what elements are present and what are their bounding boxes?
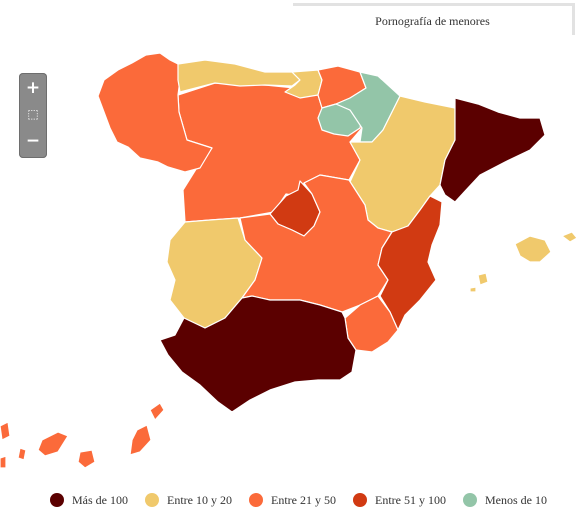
legend-item[interactable]: Menos de 10 — [463, 493, 547, 508]
legend-label: Entre 21 y 50 — [271, 492, 336, 507]
legend-item[interactable]: Entre 10 y 20 — [145, 493, 232, 508]
legend-swatch — [145, 493, 159, 507]
plus-icon: + — [25, 78, 41, 98]
region-comunidad-valenciana[interactable] — [377, 195, 443, 331]
legend-item[interactable]: Más de 100 — [50, 493, 128, 508]
legend-label: Entre 10 y 20 — [167, 492, 232, 507]
legend-label: Menos de 10 — [485, 492, 547, 507]
legend-label: Entre 51 y 100 — [375, 492, 446, 507]
map-legend: Más de 100 Entre 10 y 20 Entre 21 y 50 Entr… — [50, 489, 564, 511]
zoom-reset-button[interactable]: ⬚ — [22, 102, 44, 126]
zoom-out-button[interactable]: − — [22, 129, 44, 153]
legend-swatch — [353, 493, 367, 507]
map-title: Pornografía de menores — [293, 3, 575, 35]
legend-item[interactable]: Entre 51 y 100 — [353, 493, 446, 508]
zoom-in-button[interactable]: + — [22, 76, 44, 100]
legend-item[interactable]: Entre 21 y 50 — [249, 493, 336, 508]
region-canarias[interactable] — [0, 402, 165, 469]
home-icon: ⬚ — [27, 107, 39, 121]
region-cataluna[interactable] — [439, 97, 546, 203]
region-andalucia[interactable] — [159, 295, 357, 413]
legend-swatch — [249, 493, 263, 507]
legend-swatch — [463, 493, 477, 507]
legend-label: Más de 100 — [72, 492, 128, 507]
region-asturias[interactable] — [177, 59, 301, 93]
region-islas-baleares[interactable] — [469, 231, 578, 293]
minus-icon: − — [25, 131, 41, 151]
legend-swatch — [50, 493, 64, 507]
zoom-control: + ⬚ − — [19, 73, 47, 158]
